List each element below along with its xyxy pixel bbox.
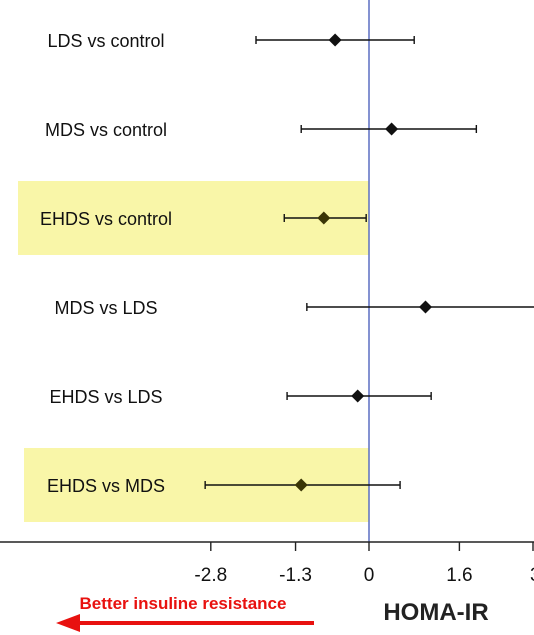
annotation-arrowhead	[56, 614, 80, 632]
estimate-marker	[419, 300, 432, 314]
row-label: EHDS vs LDS	[49, 387, 162, 407]
row-label: LDS vs control	[47, 31, 164, 51]
highlight-bands	[18, 181, 369, 522]
annotation-group: Better insuline resistance	[56, 594, 314, 632]
x-axis-ticks: -2.8 -1.3 0 1.6 3	[194, 542, 534, 586]
forest-rows: LDS vs control MDS vs control EHDS vs cont…	[40, 31, 534, 496]
forest-row: EHDS vs LDS	[49, 387, 432, 407]
row-label: EHDS vs MDS	[47, 476, 165, 496]
x-tick-label: -1.3	[279, 565, 312, 586]
row-label: EHDS vs control	[40, 209, 172, 229]
x-tick-label: -2.8	[194, 565, 227, 586]
estimate-marker	[328, 33, 342, 47]
x-axis-label: HOMA-IR	[383, 599, 488, 626]
annotation-text: Better insuline resistance	[80, 594, 287, 613]
estimate-marker	[351, 389, 365, 403]
row-label: MDS vs control	[45, 120, 167, 140]
estimate-marker	[385, 122, 399, 136]
forest-row: LDS vs control	[47, 31, 415, 51]
x-tick-label: 0	[364, 565, 375, 586]
row-label: MDS vs LDS	[54, 298, 157, 318]
forest-row: EHDS vs MDS	[47, 476, 401, 496]
x-tick-label: 3	[530, 565, 534, 586]
estimate-marker	[317, 211, 331, 225]
x-tick-label: 1.6	[446, 565, 472, 586]
forest-row: MDS vs LDS	[54, 298, 534, 318]
forest-row: MDS vs control	[45, 120, 478, 140]
estimate-marker	[294, 478, 308, 492]
forest-row: EHDS vs control	[40, 209, 367, 229]
